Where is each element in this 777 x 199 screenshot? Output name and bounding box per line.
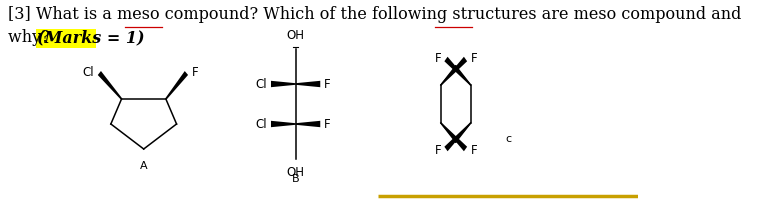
Text: F: F <box>324 77 331 91</box>
Text: F: F <box>470 143 477 156</box>
Text: why?: why? <box>9 29 55 46</box>
Polygon shape <box>271 121 295 127</box>
Text: F: F <box>434 143 441 156</box>
Text: [3] What is a meso compound? Which of the following structures are meso compound: [3] What is a meso compound? Which of th… <box>9 6 741 23</box>
Polygon shape <box>441 122 467 151</box>
Text: F: F <box>434 52 441 64</box>
Text: (Marks = 1): (Marks = 1) <box>37 29 145 46</box>
Text: OH: OH <box>287 29 305 42</box>
Text: F: F <box>470 52 477 64</box>
FancyBboxPatch shape <box>36 28 96 48</box>
Polygon shape <box>271 81 295 87</box>
Text: Cl: Cl <box>82 65 93 78</box>
Text: OH: OH <box>287 166 305 179</box>
Text: A: A <box>140 161 148 171</box>
Polygon shape <box>444 57 471 86</box>
Text: Cl: Cl <box>256 117 267 131</box>
Polygon shape <box>295 121 320 127</box>
Polygon shape <box>441 57 467 86</box>
Polygon shape <box>98 71 122 100</box>
Polygon shape <box>166 71 188 100</box>
Text: F: F <box>192 65 199 78</box>
Polygon shape <box>295 81 320 87</box>
Text: c: c <box>505 134 511 144</box>
Text: F: F <box>324 117 331 131</box>
Text: B: B <box>292 174 299 184</box>
Text: Cl: Cl <box>256 77 267 91</box>
Polygon shape <box>444 122 471 151</box>
